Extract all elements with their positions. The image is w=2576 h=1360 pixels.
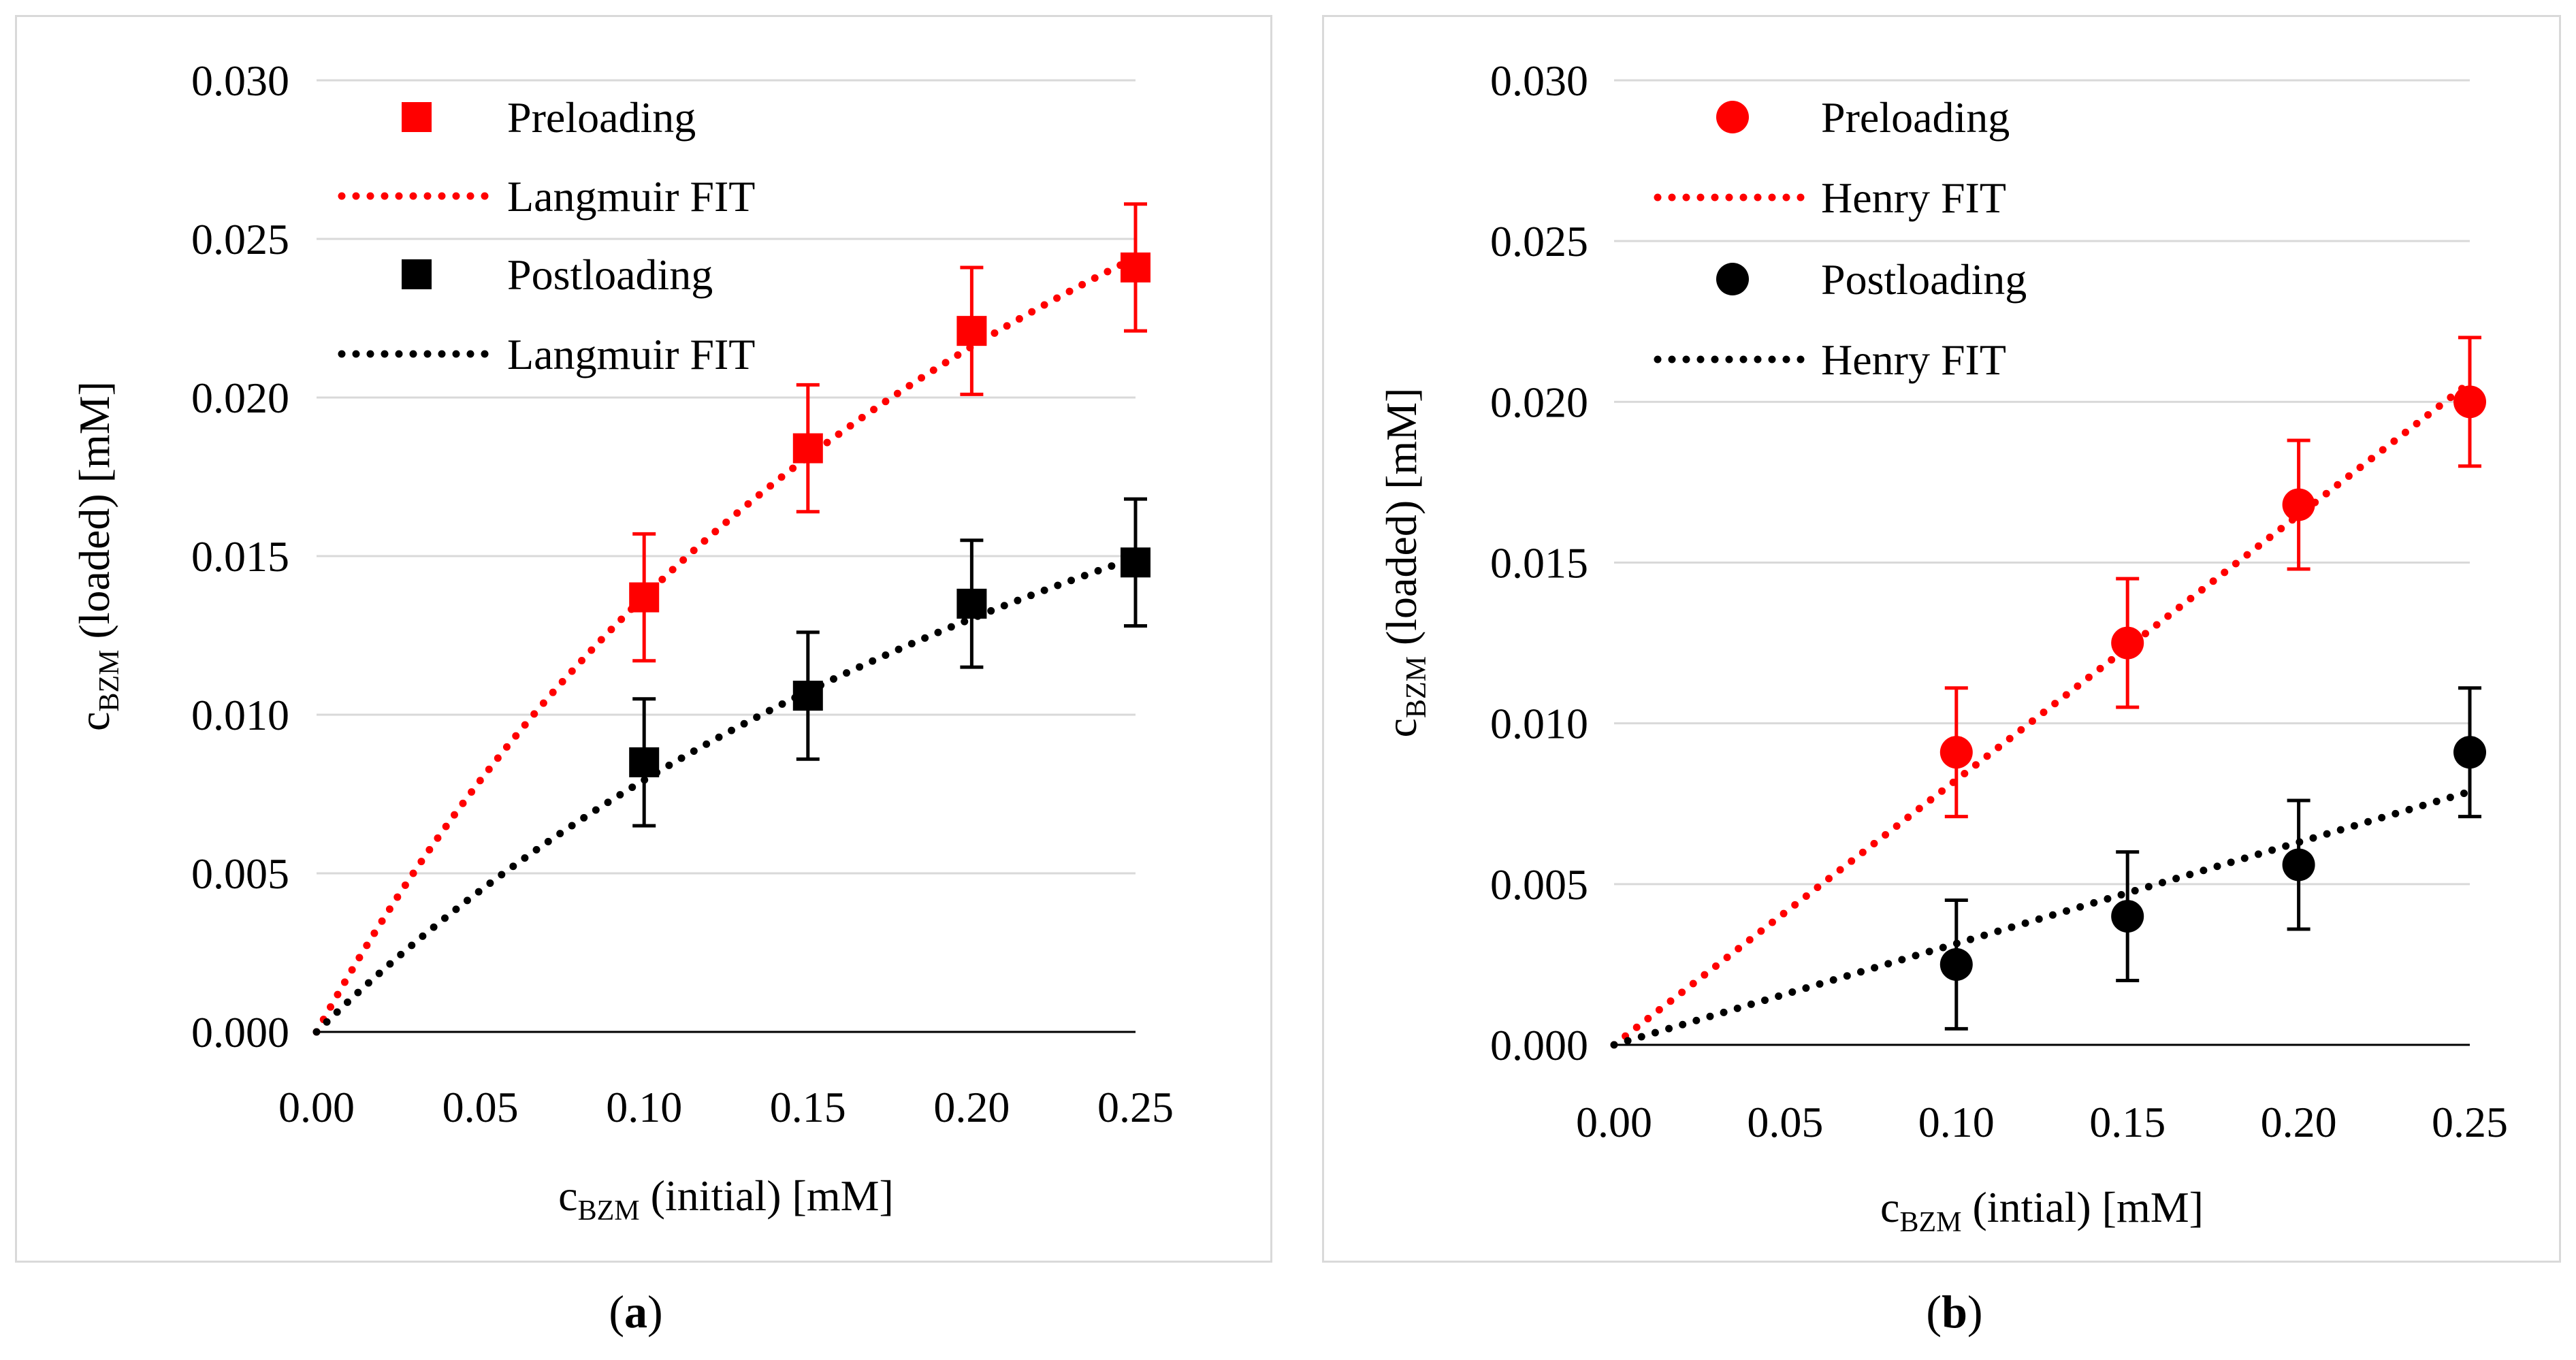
point-postloading [1121,547,1150,578]
y-axis-title: cBZM (loaded) [mM] [1377,388,1432,738]
legend-marker [1716,101,1749,133]
x-tick-label: 0.00 [1576,1098,1652,1146]
y-tick-label: 0.025 [1490,217,1588,265]
point-postloading [2282,848,2315,881]
y-axis-title: cBZM (loaded) [mM] [70,381,125,731]
legend-label: Preloading [1821,93,2010,142]
x-axis-title-rest: (intial) [mM] [1961,1183,2203,1231]
x-axis-title: cBZM (intial) [mM] [1880,1183,2204,1238]
legend-label: Langmuir FIT [507,330,755,378]
y-tick-label: 0.020 [1490,378,1588,426]
point-preloading [1121,252,1150,282]
y-tick-label: 0.010 [1490,700,1588,748]
y-tick-label: 0.030 [191,56,289,105]
point-preloading [2111,626,2144,660]
panel-label-b: (b) [1926,1286,1983,1338]
x-tick-label: 0.05 [1747,1098,1823,1146]
y-tick-label: 0.005 [1490,860,1588,909]
point-preloading [2282,488,2315,521]
fit-line-postloading [312,554,1140,1036]
legend-marker [402,102,432,132]
x-tick-label: 0.00 [278,1083,355,1131]
point-postloading [956,588,987,619]
x-tick-label: 0.25 [1097,1083,1174,1131]
y-axis-title-main: c [1377,718,1426,737]
y-tick-label: 0.000 [1490,1021,1588,1069]
x-tick-label: 0.15 [2089,1098,2166,1146]
fit-line-preloading [312,254,1140,1036]
x-tick-label: 0.25 [2432,1098,2508,1146]
x-axis-title: cBZM (initial) [mM] [558,1171,894,1227]
point-postloading [1939,948,1973,981]
panel-label-a: (a) [609,1286,663,1338]
legend-label: Postloading [507,250,713,299]
x-axis-title-main: c [558,1171,577,1220]
point-preloading [792,433,823,464]
y-tick-label: 0.020 [191,374,289,422]
point-preloading [956,316,987,346]
x-tick-label: 0.05 [442,1083,519,1131]
y-axis-title-rest: (loaded) [mM] [1377,388,1426,657]
legend-label: Henry FIT [1821,174,2006,222]
x-axis-title-main: c [1880,1183,1899,1231]
y-axis-title-sub: BZM [94,650,125,712]
legend-label: Preloading [507,93,696,142]
legend-label: Langmuir FIT [507,172,755,221]
fit-line-postloading [1610,788,2474,1049]
x-axis-title-sub: BZM [578,1195,640,1227]
x-axis-title-rest: (initial) [mM] [640,1171,894,1220]
chart-b: 0.000 0.005 0.010 0.015 0.020 0.025 0.030 0.00 0… [1377,56,2508,1238]
point-preloading [629,582,660,613]
point-preloading [2453,385,2486,419]
legend-label: Henry FIT [1821,336,2006,384]
y-tick-label: 0.015 [1490,539,1588,587]
x-axis-title-sub: BZM [1899,1207,1961,1238]
y-tick-label: 0.000 [191,1008,289,1056]
y-tick-label: 0.015 [191,532,289,581]
x-tick-label: 0.10 [606,1083,682,1131]
legend-label: Postloading [1821,255,2027,304]
y-tick-label: 0.005 [191,849,289,898]
y-axis-title-main: c [70,712,118,731]
point-postloading [2111,900,2144,933]
point-postloading [2453,736,2486,769]
legend-marker [402,259,432,289]
y-tick-label: 0.030 [1490,56,1588,105]
y-tick-label: 0.010 [191,691,289,739]
x-tick-label: 0.10 [1918,1098,1995,1146]
x-tick-label: 0.15 [770,1083,846,1131]
x-tick-label: 0.20 [2261,1098,2337,1146]
point-preloading [1939,736,1973,769]
y-axis-title-rest: (loaded) [mM] [70,381,118,650]
x-tick-label: 0.20 [933,1083,1010,1131]
y-axis-title-sub: BZM [1401,656,1432,718]
legend-marker [1716,263,1749,295]
point-postloading [792,681,823,711]
y-tick-label: 0.025 [191,215,289,263]
chart-a: 0.000 0.005 0.010 0.015 0.020 0.025 0.030 0.00 0… [70,56,1174,1227]
panel-b [1322,15,2561,1263]
fit-line-preloading [1610,378,2474,1049]
point-postloading [629,747,660,777]
